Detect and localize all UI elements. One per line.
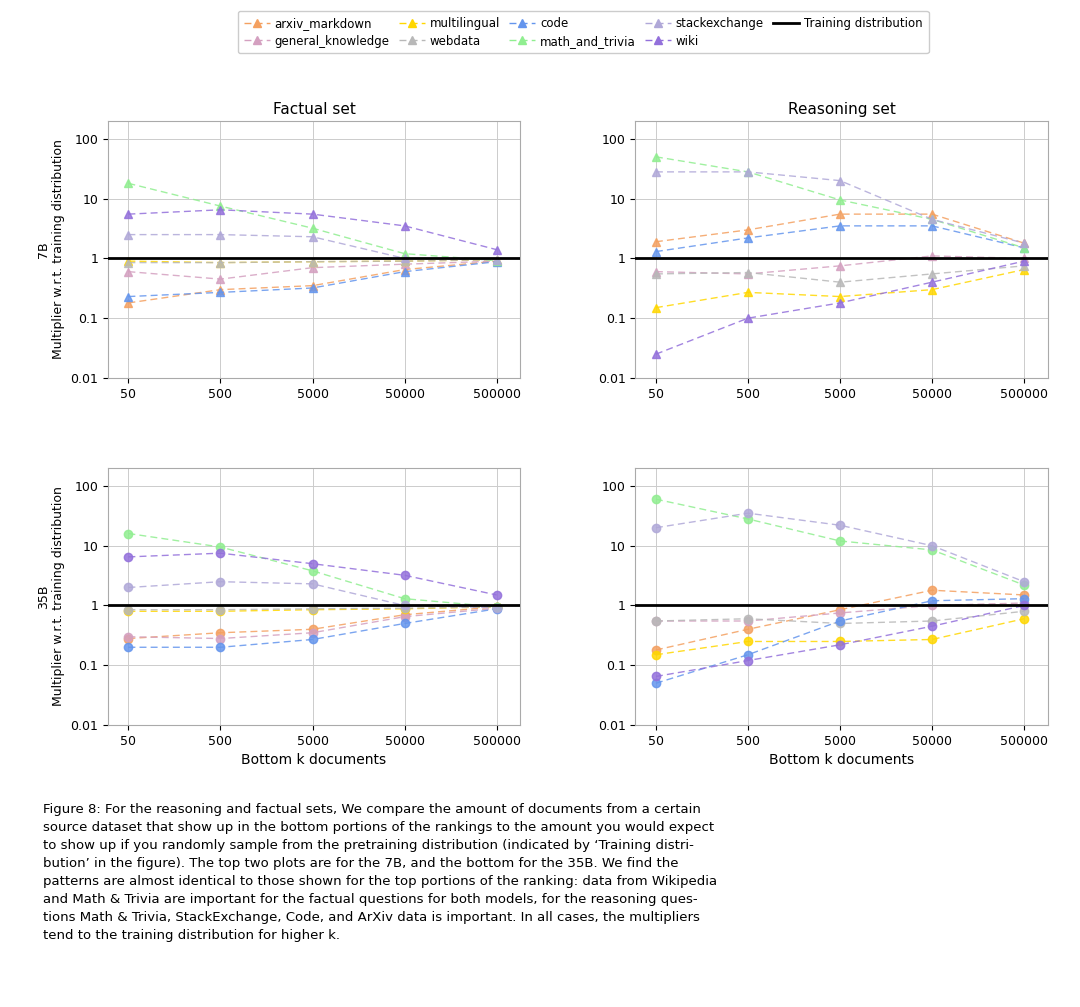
Legend: arxiv_markdown, general_knowledge, multilingual, webdata, code, math_and_trivia,: arxiv_markdown, general_knowledge, multi…: [238, 11, 929, 53]
Title: Reasoning set: Reasoning set: [787, 102, 895, 117]
Text: Figure 8: For the reasoning and factual sets, We compare the amount of documents: Figure 8: For the reasoning and factual …: [43, 804, 717, 943]
X-axis label: Bottom k documents: Bottom k documents: [242, 753, 387, 767]
Title: Factual set: Factual set: [272, 102, 355, 117]
X-axis label: Bottom k documents: Bottom k documents: [769, 753, 914, 767]
Y-axis label: 35B
Multiplier w.r.t. training distribution: 35B Multiplier w.r.t. training distribut…: [37, 486, 65, 707]
Y-axis label: 7B
Multiplier w.r.t. training distribution: 7B Multiplier w.r.t. training distributi…: [37, 139, 65, 359]
